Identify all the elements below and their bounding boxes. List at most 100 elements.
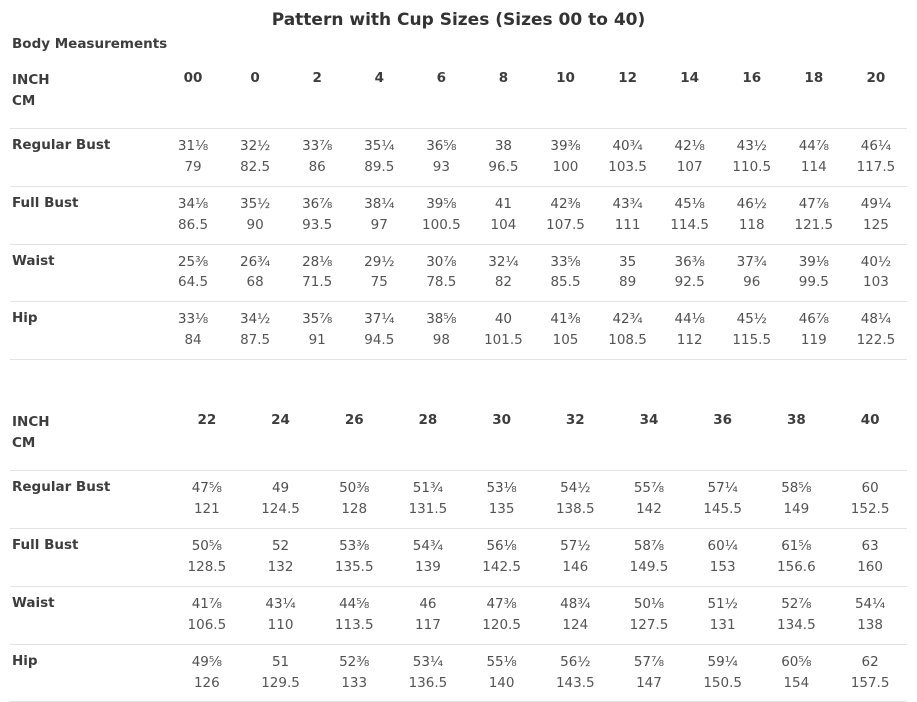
cm-value: 89	[618, 274, 637, 291]
inch-value: 37¾	[736, 253, 767, 270]
measurement-cell: 36⅞ 93.5	[286, 186, 348, 244]
measurement-cell: 48¾ 124	[538, 586, 612, 644]
measurement-cell: 35½ 90	[224, 186, 286, 244]
cm-value: 145.5	[703, 500, 742, 517]
cm-value: 153	[709, 558, 736, 575]
cm-value: 84	[184, 332, 202, 349]
cm-value: 89.5	[364, 158, 395, 175]
inch-value: 39⅝	[426, 195, 457, 212]
measurement-cell: 37¼ 94.5	[348, 302, 410, 360]
cm-value: 118	[738, 216, 765, 233]
measurement-row: Regular Bust 47⅝ 121 49 124.5 50⅜ 128 51¾ 131.5 5…	[10, 470, 907, 529]
cm-value: 152.5	[850, 500, 890, 517]
measurement-cell: 60 152.5	[833, 471, 907, 529]
inch-value: 36⅞	[302, 195, 333, 212]
inch-value: 35	[618, 253, 637, 270]
size-header-cell: 26	[344, 412, 364, 429]
measurement-cell: 57½ 146	[538, 528, 612, 586]
size-header-cell: 28	[418, 412, 438, 429]
cm-value: 138	[857, 616, 883, 633]
measurement-cell: 58⅞ 149.5	[612, 528, 686, 586]
cm-value: 97	[370, 216, 388, 233]
size-table-2: INCH CM 22 24 26 28 30 32 34 36 38 40 Regular Bust 47…	[10, 398, 907, 702]
cm-value: 96.5	[488, 158, 519, 175]
inch-value: 44⅞	[798, 137, 829, 154]
size-header-cell: 20	[866, 70, 886, 86]
inch-value: 57¼	[707, 480, 738, 497]
measurement-cell: 39⅜ 100	[534, 128, 596, 186]
measurement-cell: 56½ 143.5	[538, 644, 612, 702]
cm-value: 98	[432, 332, 450, 349]
inch-value: 30⅞	[426, 253, 457, 270]
inch-value: 46⅞	[798, 311, 829, 328]
cm-value: 140	[488, 674, 515, 691]
measurement-cell: 45⅛ 114.5	[659, 186, 721, 244]
measurement-cell: 33⅛ 84	[162, 302, 224, 360]
inch-value: 49¼	[860, 195, 892, 212]
inch-value: 57⅞	[633, 653, 665, 670]
inch-value: 37¼	[364, 311, 395, 328]
measurement-row-label: Hip	[12, 652, 38, 669]
cm-value: 121.5	[794, 216, 834, 233]
inch-value: 50⅛	[633, 595, 665, 612]
cm-value: 85.5	[550, 274, 581, 291]
measurement-cell: 45½ 115.5	[721, 302, 783, 360]
measurement-cell: 43¼ 110	[244, 586, 318, 644]
measurement-cell: 36⅜ 92.5	[659, 244, 721, 302]
measurement-cell: 57⅞ 147	[612, 644, 686, 702]
size-header-cell: 0	[250, 70, 260, 86]
inch-value: 52⅜	[339, 653, 370, 670]
inch-value: 41⅞	[191, 595, 222, 612]
measurement-cell: 49 124.5	[244, 471, 318, 529]
inch-value: 41⅜	[550, 311, 581, 328]
measurement-cell: 55⅛ 140	[465, 644, 539, 702]
cm-value: 134.5	[777, 616, 816, 633]
cm-value: 104	[490, 216, 517, 233]
measurement-cell: 42⅜ 107.5	[534, 186, 596, 244]
measurement-row-label: Waist	[12, 252, 55, 269]
cm-value: 121	[193, 500, 220, 517]
cm-value: 71.5	[302, 274, 333, 291]
size-header-row: INCH CM 00 0 2 4 6 8 10 12 14 16 18 20	[10, 56, 907, 128]
cm-value: 79	[184, 158, 202, 175]
cm-value: 78.5	[426, 274, 457, 291]
unit-header-cell: INCH CM	[10, 56, 162, 128]
cm-value: 154	[783, 674, 810, 691]
measurement-cell: 51 129.5	[244, 644, 318, 702]
cm-value: 64.5	[178, 274, 209, 291]
measurement-cell: 39⅛ 99.5	[783, 244, 845, 302]
size-header-cell: 24	[271, 412, 290, 429]
size-header-cell: 18	[804, 70, 824, 86]
inch-value: 47⅜	[486, 595, 517, 612]
cm-value: 146	[562, 558, 589, 575]
measurement-cell: 32¼ 82	[472, 244, 534, 302]
measurement-cell: 46⅞ 119	[783, 302, 845, 360]
measurement-cell: 30⅞ 78.5	[410, 244, 472, 302]
measurement-cell: 57¼ 145.5	[686, 471, 760, 529]
measurement-cell: 38⅝ 98	[410, 302, 472, 360]
measurement-cell: 60⅝ 154	[760, 644, 834, 702]
inch-value: 42⅜	[550, 195, 581, 212]
inch-unit-label: INCH	[12, 72, 50, 88]
inch-value: 60	[861, 480, 879, 497]
inch-value: 54¾	[412, 537, 444, 554]
inch-value: 39⅜	[550, 137, 581, 154]
measurement-cell: 52⅞ 134.5	[760, 586, 834, 644]
cm-value: 86.5	[178, 216, 209, 233]
inch-value: 36⅜	[674, 253, 705, 270]
cm-value: 156.6	[777, 558, 816, 575]
inch-value: 53⅛	[486, 480, 517, 497]
inch-value: 52	[271, 537, 290, 554]
inch-value: 58⅝	[781, 480, 812, 497]
inch-value: 54¼	[854, 595, 886, 612]
measurement-cell: 54½ 138.5	[538, 471, 612, 529]
measurement-cell: 59¼ 150.5	[686, 644, 760, 702]
measurement-row: Full Bust 34⅛ 86.5 35½ 90 36⅞ 93.5 38¼ 97 39⅝ 100.…	[10, 186, 907, 244]
cm-value: 103.5	[608, 158, 647, 175]
size-header-cell: 12	[618, 70, 637, 86]
measurement-row-label: Full Bust	[12, 536, 79, 553]
measurement-cell: 61⅝ 156.6	[760, 528, 834, 586]
measurement-row: Regular Bust 31⅛ 79 32½ 82.5 33⅞ 86 35¼ 89.5 36⅝ 9…	[10, 128, 907, 186]
inch-value: 45½	[736, 311, 767, 328]
